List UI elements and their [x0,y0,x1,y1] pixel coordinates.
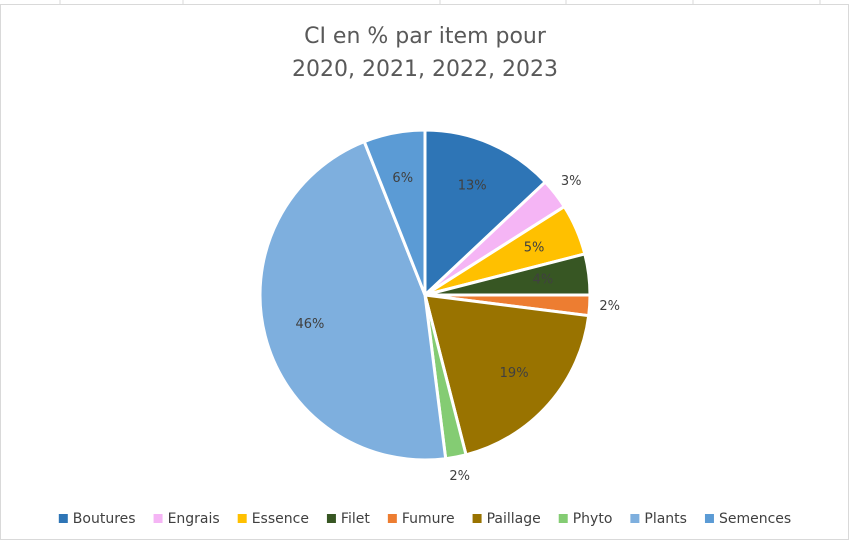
pie-slice [258,139,448,462]
pie-slice [422,293,591,457]
pie-slice [362,128,427,296]
legend-swatch [630,514,640,523]
legend-swatch [387,514,397,523]
legend-label: Semences [719,511,791,527]
chart-title: 2020, 2021, 2022, 2023 [292,57,558,82]
legend-item: Filet [326,511,370,527]
pie-slice [423,128,548,299]
legend-label: Fumure [402,511,455,527]
data-label: 4% [533,273,554,288]
legend-label: Plants [644,511,687,527]
legend-swatch [704,514,714,523]
legend-item: Essence [237,511,309,527]
legend-item: Phyto [558,511,613,527]
data-label: 46% [295,317,324,332]
legend-item: Fumure [387,511,455,527]
legend-item: Engrais [153,511,220,527]
legend-label: Engrais [168,511,220,527]
data-label: 13% [458,178,487,193]
chart-border [0,4,849,540]
data-label: 19% [500,366,529,381]
data-label: 2% [449,469,470,484]
legend-item: Plants [630,511,687,527]
legend-swatch [472,514,482,523]
data-label: 5% [524,240,545,255]
legend-item: Boutures [58,511,136,527]
legend-swatch [558,514,568,523]
legend-label: Filet [341,511,370,527]
legend-item: Paillage [472,511,541,527]
pie: 13% 3% 5% 4% 2% 19% 2% 46% 6% [258,128,620,484]
legend-swatch [237,514,247,523]
legend-label: Essence [252,511,309,527]
legend-label: Phyto [573,511,613,527]
data-label: 3% [561,174,582,189]
data-label: 2% [599,299,620,314]
data-label: 6% [392,171,413,186]
chart-title: CI en % par item pour [304,24,547,49]
sheet-grid [59,0,821,4]
legend-item: Semences [704,511,791,527]
legend-swatch [153,514,163,523]
legend-swatch [326,514,336,523]
legend-label: Paillage [487,511,541,527]
legend-label: Boutures [73,511,136,527]
legend: Boutures Engrais Essence Filet Fumure Paillag… [58,511,791,527]
legend-swatch [58,514,68,523]
